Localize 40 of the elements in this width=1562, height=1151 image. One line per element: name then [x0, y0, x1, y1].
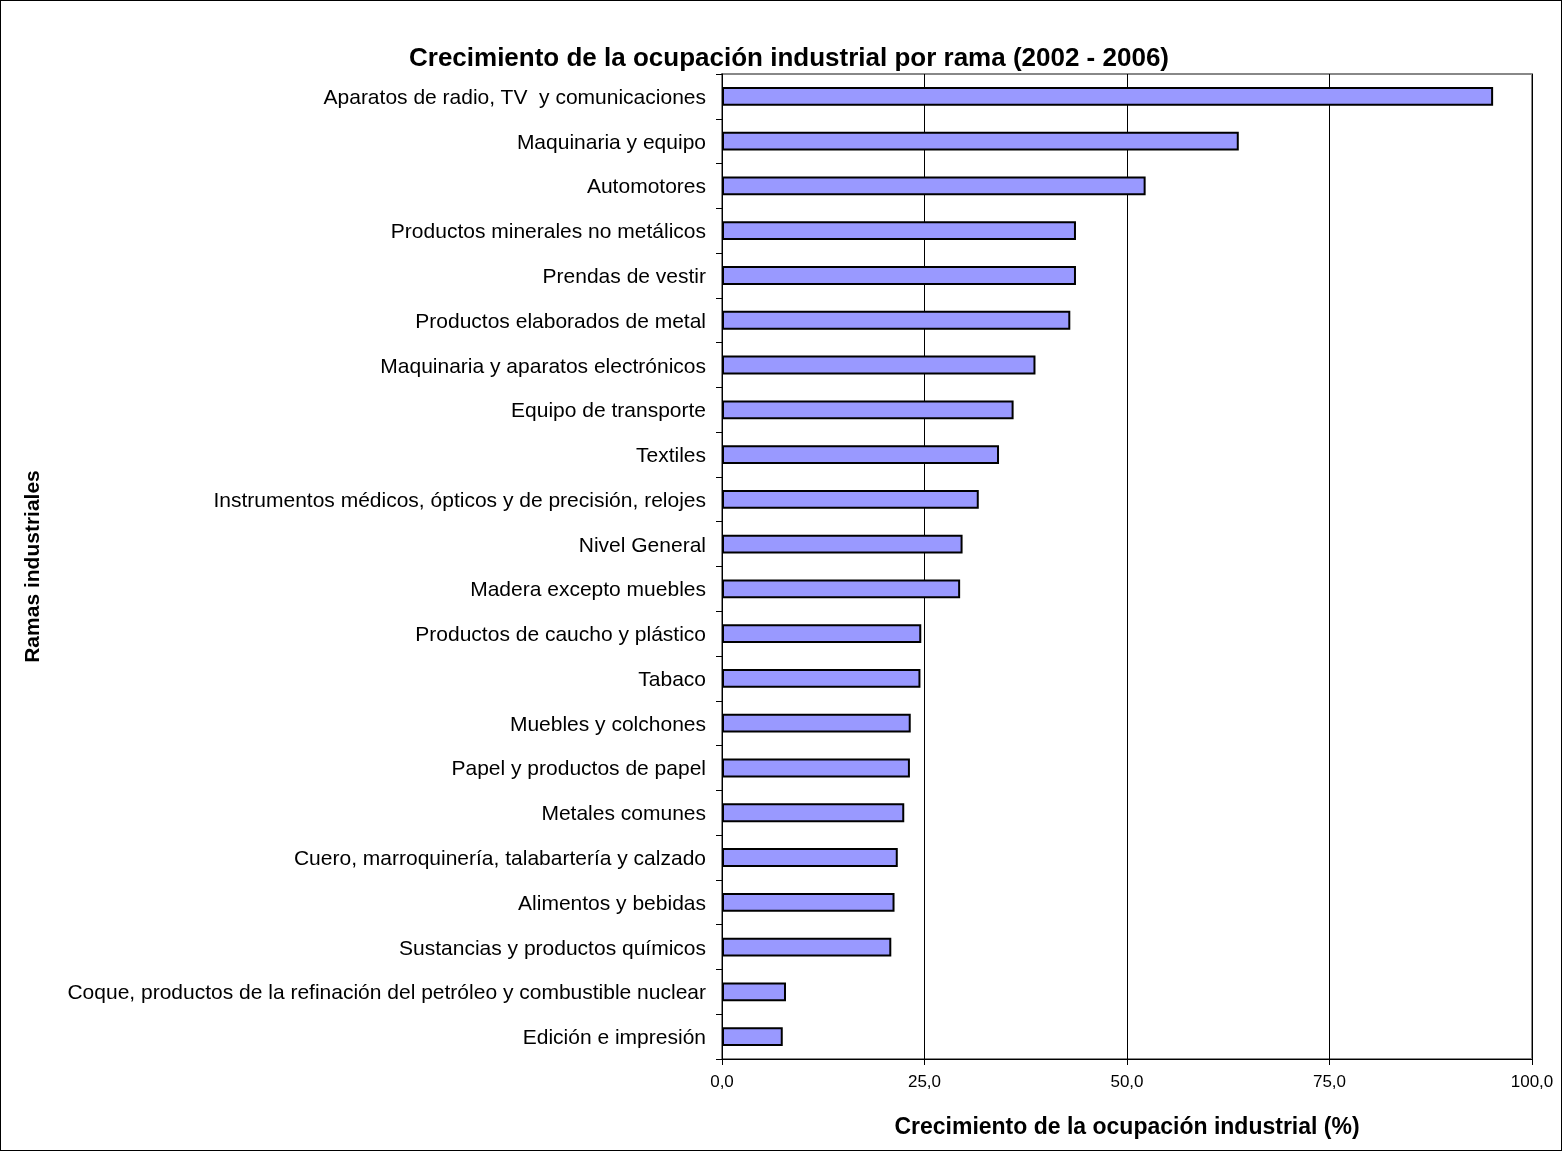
y-tick-label: Maquinaria y aparatos electrónicos: [380, 353, 706, 377]
bar: [722, 982, 786, 1002]
y-tick-label: Edición e impresión: [522, 1025, 706, 1049]
y-axis-title: Ramas industriales: [20, 470, 43, 663]
bar: [722, 1027, 783, 1047]
bar: [722, 669, 921, 688]
y-tick-label: Textiles: [635, 443, 706, 467]
y-tick-label: Metales comunes: [541, 801, 706, 825]
bar: [722, 848, 898, 867]
x-tick-label: 25,0: [907, 1072, 942, 1091]
x-tick-label: 75,0: [1312, 1072, 1347, 1091]
bar: [722, 758, 910, 778]
y-tick-label: Nivel General: [578, 532, 706, 556]
bar: [722, 937, 892, 957]
y-tick-label: Tabaco: [638, 666, 706, 690]
chart-title: Crecimiento de la ocupación industrial por rama (2002 - 2006): [408, 42, 1170, 72]
y-tick-label: Productos minerales no metálicos: [390, 219, 706, 243]
y-tick-label: Muebles y colchones: [509, 711, 706, 735]
y-tick-label: Instrumentos médicos, ópticos y de precisión, relojes: [213, 487, 706, 511]
y-tick-label: Productos de caucho y plástico: [415, 622, 706, 646]
y-tick-label: Papel y productos de papel: [451, 756, 706, 780]
y-tick-label: Madera excepto muebles: [470, 577, 706, 601]
x-axis-title: Crecimiento de la ocupación industrial (%): [894, 1112, 1360, 1139]
y-tick-label: Coque, productos de la refinación del petróleo y combustible nuclear: [67, 980, 706, 1004]
x-tick-label: 100,0: [1510, 1072, 1554, 1091]
y-tick-label: Aparatos de radio, TV y comunicaciones: [323, 84, 706, 108]
y-tick-label: Automotores: [586, 174, 706, 198]
bar: [722, 892, 895, 912]
bar: [722, 624, 922, 644]
y-tick-label: Productos elaborados de metal: [415, 308, 706, 332]
y-tick-label: Equipo de transporte: [511, 398, 706, 422]
x-tick-label: 0,0: [710, 1072, 734, 1091]
bar: [722, 803, 905, 823]
y-tick-label: Prendas de vestir: [542, 263, 706, 287]
y-tick-label: Maquinaria y equipo: [516, 129, 706, 153]
y-tick-label: Alimentos y bebidas: [518, 890, 706, 914]
y-tick-label: Cuero, marroquinería, talabartería y calzado: [293, 846, 706, 870]
bar: [722, 713, 911, 733]
x-tick-label: 50,0: [1110, 1072, 1144, 1091]
y-tick-label: Sustancias y productos químicos: [399, 935, 706, 959]
